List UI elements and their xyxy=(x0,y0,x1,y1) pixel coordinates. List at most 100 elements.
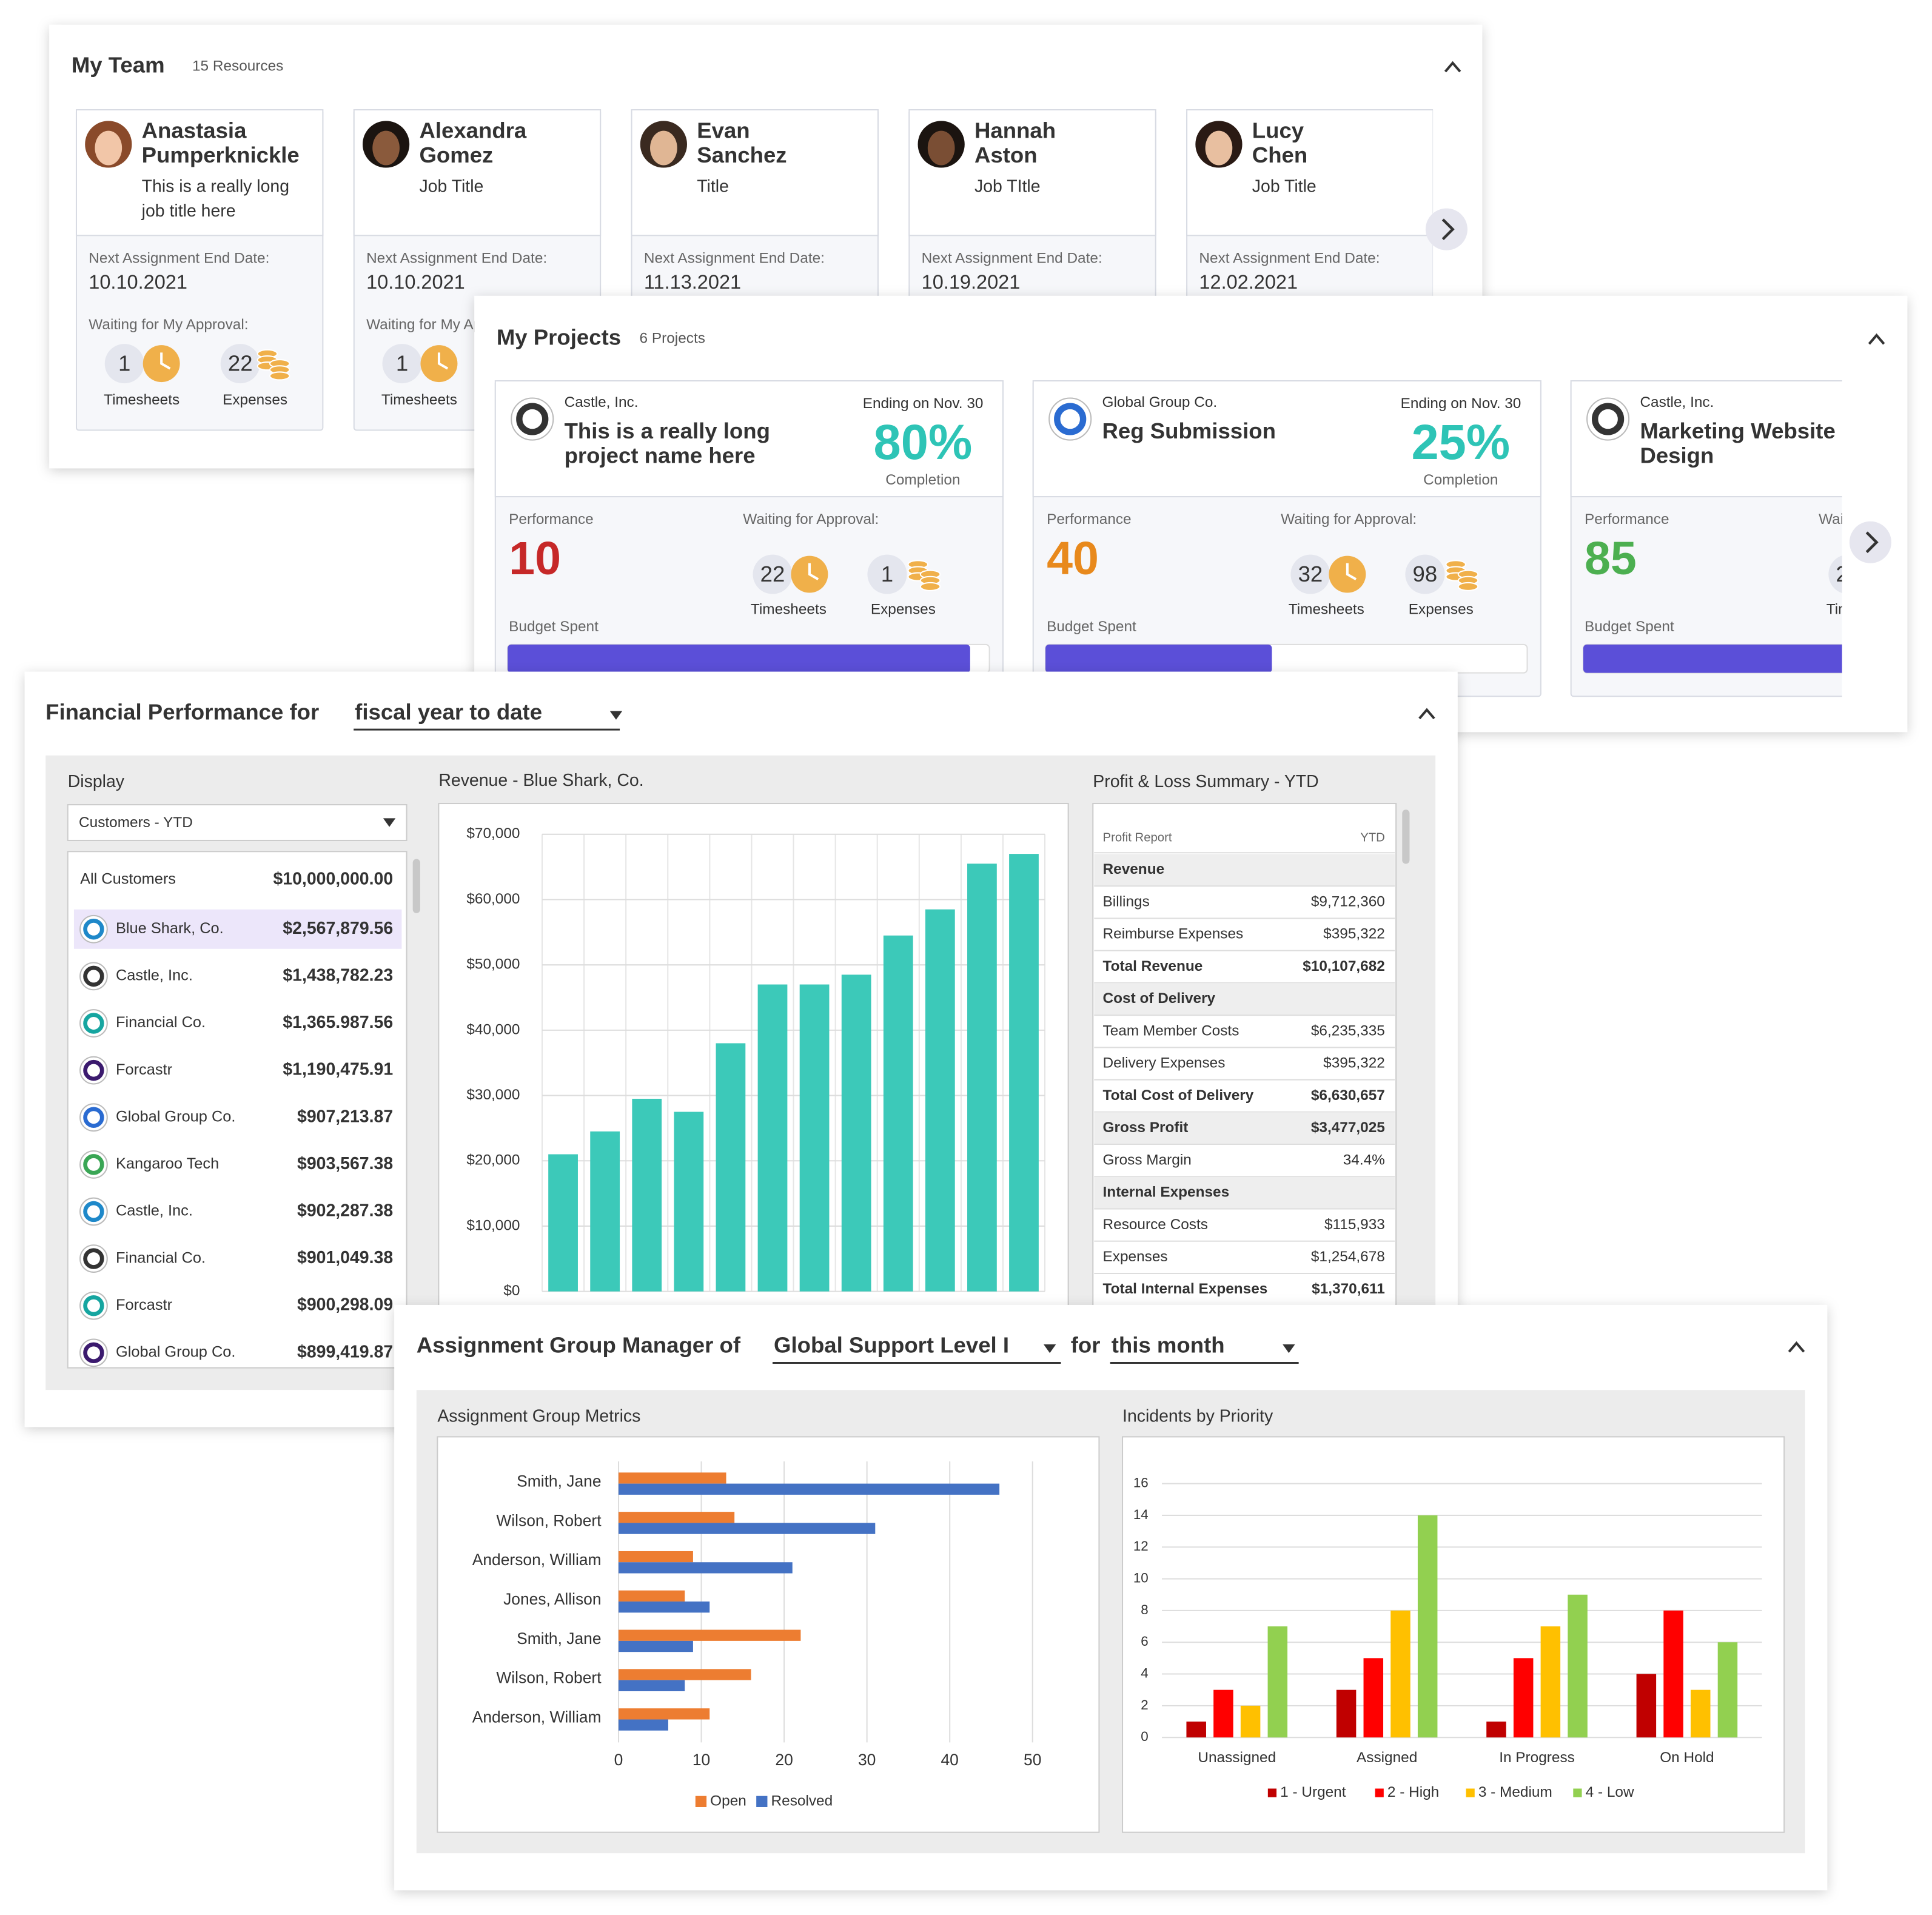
legend-swatch xyxy=(1267,1788,1277,1797)
next-button[interactable] xyxy=(1425,208,1467,250)
avatar-face xyxy=(927,130,955,166)
y-tick-label: $70,000 xyxy=(466,825,520,842)
project-name: project name here xyxy=(565,443,756,468)
panel-title: Assignment Group Manager of xyxy=(417,1333,741,1358)
count: 1 xyxy=(118,350,130,375)
customer-row[interactable]: Blue Shark, Co. $2,567,879.56 xyxy=(73,909,402,949)
y-tick-label: $60,000 xyxy=(466,891,520,907)
collapse-button[interactable] xyxy=(1444,61,1461,73)
bar xyxy=(1663,1610,1683,1738)
collapse-button[interactable] xyxy=(1868,333,1885,345)
client-name: Global Group Co. xyxy=(1102,394,1218,411)
row-label: Total Cost of Delivery xyxy=(1103,1087,1254,1104)
display-select[interactable] xyxy=(67,804,408,841)
next-button[interactable] xyxy=(1849,521,1891,563)
project-name: Design xyxy=(1640,443,1714,468)
customer-row[interactable]: Global Group Co. $899,419.87 xyxy=(79,1338,393,1367)
collapse-button[interactable] xyxy=(1418,708,1435,720)
dropdown-arrow[interactable] xyxy=(1283,1344,1295,1353)
label: Performance xyxy=(1047,511,1132,528)
customer-name: All Customers xyxy=(80,871,176,888)
project-card: Castle, Inc. This is a really longproject… xyxy=(494,380,1004,697)
budget-bar xyxy=(1583,644,1842,673)
y-tick-label: 6 xyxy=(1141,1634,1148,1649)
bar xyxy=(1540,1626,1561,1738)
count-bubble xyxy=(753,554,793,594)
dropdown-arrow[interactable] xyxy=(609,711,623,720)
row-label: Internal Expenses xyxy=(1103,1184,1230,1201)
chart-frame xyxy=(438,802,1069,1307)
next-button-circle xyxy=(1425,208,1467,250)
row-label: Resource Costs xyxy=(1103,1216,1208,1233)
x-tick-label: 0 xyxy=(614,1751,623,1769)
customer-value: $907,213.87 xyxy=(297,1107,393,1126)
legend-swatch xyxy=(1375,1788,1384,1797)
customer-row[interactable]: Kangaroo Tech $903,567.38 xyxy=(79,1150,393,1179)
customer-value: $900,298.09 xyxy=(297,1295,393,1315)
customer-name: Blue Shark, Co. xyxy=(116,920,224,937)
customer-name: Kangaroo Tech xyxy=(116,1155,219,1172)
customer-name: Global Group Co. xyxy=(116,1344,235,1361)
logo-mark xyxy=(83,1013,104,1034)
end-date: 10.19.2021 xyxy=(922,271,1021,293)
bar xyxy=(619,1512,735,1523)
logo-mark xyxy=(1592,403,1625,435)
customer-row[interactable]: All Customers $10,000,000.00 xyxy=(80,870,393,889)
label: Timesheets xyxy=(381,392,457,408)
customer-row[interactable]: Castle, Inc. $1,438,782.23 xyxy=(79,962,393,991)
group-dropdown[interactable]: Global Support Level I xyxy=(774,1333,1009,1358)
coin-icon xyxy=(1457,582,1479,591)
bar xyxy=(619,1590,685,1602)
x-tick-label: Unassigned xyxy=(1198,1749,1276,1766)
legend-label: 2 - High xyxy=(1387,1784,1439,1800)
bar xyxy=(619,1708,710,1720)
customer-row[interactable]: Forcastr $1,190,475.91 xyxy=(79,1056,393,1085)
bar xyxy=(619,1562,793,1574)
count: 1 xyxy=(396,350,408,375)
label: Next Assignment End Date: xyxy=(89,250,269,266)
label: Waiting for Approval: xyxy=(1281,511,1417,528)
avatar-face xyxy=(372,130,400,166)
end-date: 10.10.2021 xyxy=(366,271,465,293)
customer-row[interactable]: Financial Co. $1,365.987.56 xyxy=(79,1009,393,1038)
x-tick-label: 30 xyxy=(858,1751,876,1769)
card-top xyxy=(75,109,324,236)
scrollbar xyxy=(412,859,420,913)
customer-row[interactable]: Global Group Co. $907,213.87 xyxy=(79,1103,393,1132)
dropdown-arrow[interactable] xyxy=(383,818,396,827)
customer-row[interactable]: Financial Co. $901,049.38 xyxy=(79,1244,393,1273)
bar xyxy=(1390,1610,1410,1738)
label: Next Assignment End Date: xyxy=(366,250,547,266)
count: 22 xyxy=(228,350,253,375)
customer-row[interactable]: Castle, Inc. $902,287.38 xyxy=(79,1197,393,1226)
customer-name: Global Group Co. xyxy=(116,1108,235,1125)
period-dropdown[interactable]: this month xyxy=(1112,1333,1225,1358)
customer-value: $1,190,475.91 xyxy=(283,1060,393,1079)
customer-value: $1,438,782.23 xyxy=(283,965,393,985)
dropdown-arrow[interactable] xyxy=(1044,1344,1056,1353)
row-value: $6,630,657 xyxy=(1311,1087,1385,1104)
collapse-button[interactable] xyxy=(1788,1341,1805,1353)
count-bubble xyxy=(1290,554,1330,594)
budget-bar xyxy=(508,644,970,673)
label: Waiting for Approval: xyxy=(743,511,879,528)
clock-hands xyxy=(1346,563,1357,580)
label: Budget Spent xyxy=(1585,619,1674,635)
label: Timesheets xyxy=(1289,601,1364,617)
next-button-circle xyxy=(1849,521,1891,563)
coin-icon xyxy=(919,582,941,591)
legend-swatch xyxy=(695,1796,707,1807)
bar xyxy=(799,984,830,1292)
row-label: Revenue xyxy=(1103,861,1165,877)
label: Expenses xyxy=(871,601,936,617)
customer-value: $903,567.38 xyxy=(297,1154,393,1173)
count: 32 xyxy=(1298,562,1323,586)
row-shade xyxy=(1094,854,1395,887)
customer-row[interactable]: Forcastr $900,298.09 xyxy=(79,1291,393,1320)
period-dropdown[interactable]: fiscal year to date xyxy=(355,699,542,724)
count: 22 xyxy=(760,562,785,586)
x-tick-label: 50 xyxy=(1024,1751,1041,1769)
row-label: Billings xyxy=(1103,893,1150,910)
bar xyxy=(1240,1705,1261,1738)
